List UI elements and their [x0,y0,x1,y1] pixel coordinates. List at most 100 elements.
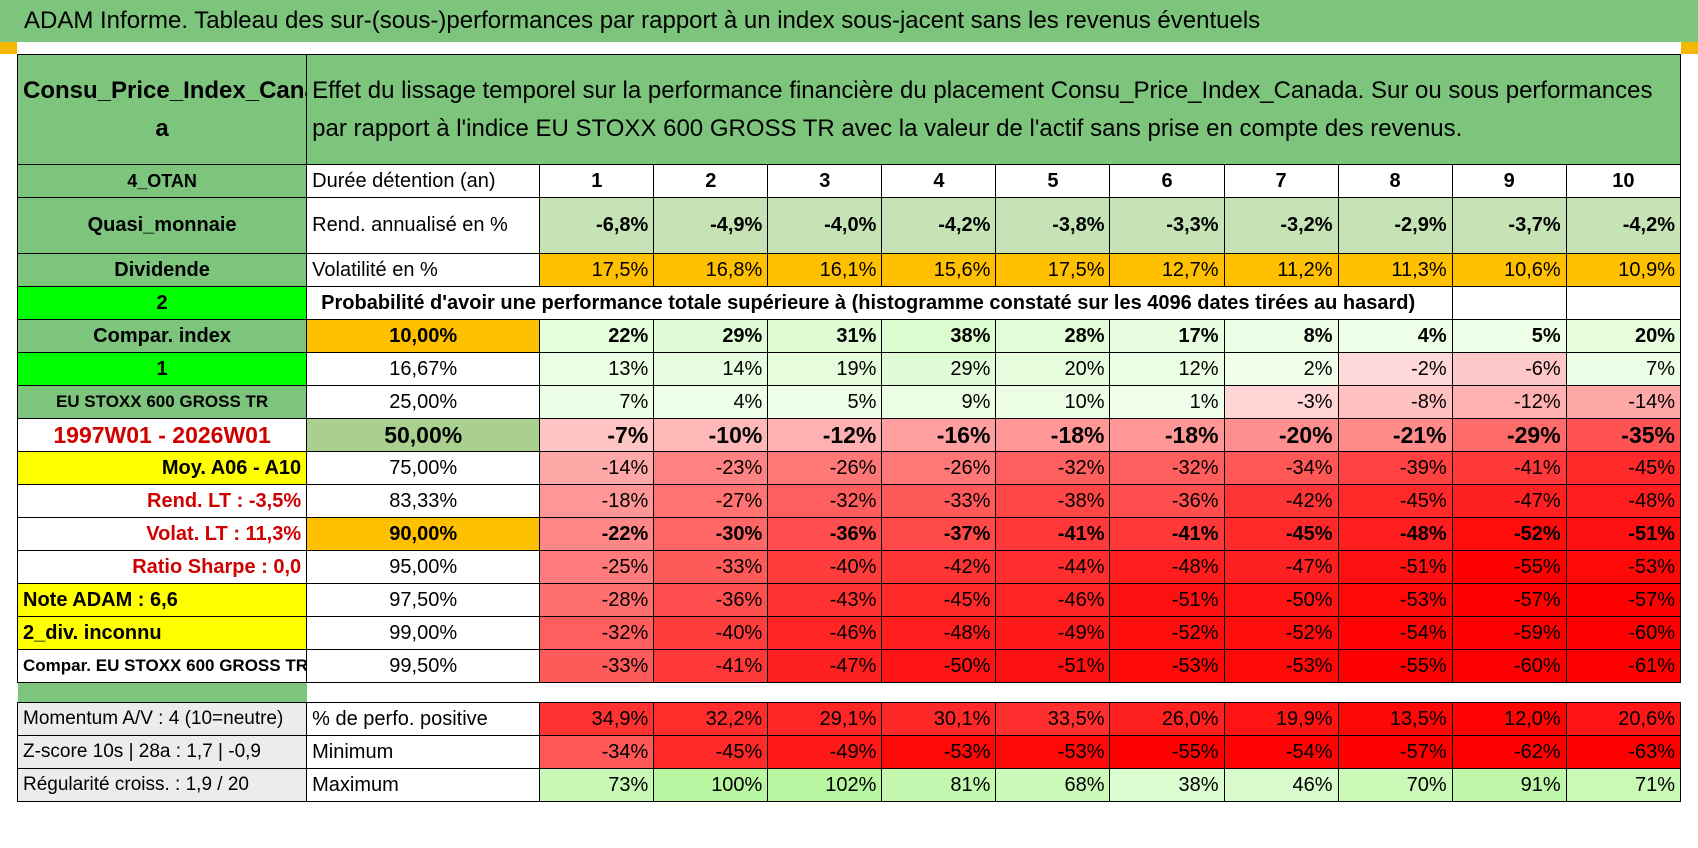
table-row: Consu_Price_Index_Canad a Effet du lissag… [16,54,1681,165]
performance-cell: -8% [1337,385,1453,419]
stat-cell: 46% [1223,768,1339,802]
performance-cell: -48% [1109,550,1225,584]
performance-cell: -32% [767,484,883,518]
volatility-cell: 11,3% [1337,253,1453,287]
performance-cell: -42% [881,550,997,584]
stat-cell: 32,2% [653,702,769,736]
spacer [1566,683,1680,703]
performance-cell: 17% [1109,319,1225,353]
performance-cell: 19% [767,352,883,386]
volatility-cell: 10,9% [1565,253,1682,287]
performance-cell: -32% [539,616,655,650]
side-label: Moy. A06 - A10 [16,451,308,485]
performance-cell: -10% [653,418,769,452]
year-header: 2 [653,164,769,198]
performance-cell: 1% [1109,385,1225,419]
table-row: 4_OTAN Durée détention (an) 1 2 3 4 5 6 7 8 9 10 [16,164,1682,198]
performance-cell: 2% [1223,352,1339,386]
performance-cell: -33% [653,550,769,584]
percentile-cell: 10,00% [306,319,541,353]
year-header: 7 [1223,164,1339,198]
performance-cell: -51% [1109,583,1225,617]
performance-cell: -52% [1451,517,1567,551]
performance-cell: 22% [539,319,655,353]
performance-cell: -40% [767,550,883,584]
performance-cell: -47% [1451,484,1567,518]
asset-name: Consu_Price_Index_Canad a [16,54,308,165]
performance-cell: -23% [653,451,769,485]
performance-cell: -49% [995,616,1111,650]
performance-cell: -46% [995,583,1111,617]
stat-cell: -63% [1565,735,1682,769]
side-label: EU STOXX 600 GROSS TR [16,385,308,419]
annual-return-cell: -4,2% [1565,197,1682,254]
performance-cell: -39% [1337,451,1453,485]
performance-cell: -22% [539,517,655,551]
side-label: 1997W01 - 2026W01 [16,418,308,452]
stat-cell: 34,9% [539,702,655,736]
stat-cell: 68% [995,768,1111,802]
performance-cell: -53% [1223,649,1339,683]
spacer [1110,683,1224,703]
performance-cell: -47% [767,649,883,683]
performance-cell: 12% [1109,352,1225,386]
performance-cell: -52% [1223,616,1339,650]
spacer [768,683,882,703]
stat-side-label: Momentum A/V : 4 (10=neutre) [16,702,308,736]
annual-return-cell: -6,8% [539,197,655,254]
stat-side-label: Z-score 10s | 28a : 1,7 | -0,9 [16,735,308,769]
side-label: Volat. LT : 11,3% [16,517,308,551]
annual-return-cell: -2,9% [1337,197,1453,254]
spacer [882,683,996,703]
stat-cell: 91% [1451,768,1567,802]
annual-return-cell: -3,3% [1109,197,1225,254]
stat-cell: -53% [995,735,1111,769]
performance-cell: -35% [1565,418,1682,452]
volatility-cell: 10,6% [1451,253,1567,287]
percentile-cell: 95,00% [306,550,541,584]
annual-return-cell: -3,7% [1451,197,1567,254]
performance-table: Consu_Price_Index_Canad a Effet du lissag… [16,54,1682,802]
dividend-label: Dividende [16,253,308,287]
volatility-cell: 11,2% [1223,253,1339,287]
performance-cell: -57% [1565,583,1682,617]
report-title: ADAM Informe. Tableau des sur-(sous-)per… [0,0,1698,42]
year-header: 9 [1451,164,1567,198]
volatility-cell: 12,7% [1109,253,1225,287]
percentile-cell: 97,50% [306,583,541,617]
table-row: Momentum A/V : 4 (10=neutre)% de perfo. … [16,702,1682,736]
table-row: Compar. index 10,00% 22% 29% 31% 38% 28% 17% 8% 4… [16,319,1682,353]
stat-cell: 26,0% [1109,702,1225,736]
performance-cell: -46% [767,616,883,650]
performance-cell: -41% [1451,451,1567,485]
right-edge-marker [1681,42,1698,54]
performance-cell: -27% [653,484,769,518]
annual-return-cell: -4,2% [881,197,997,254]
performance-cell: -18% [995,418,1111,452]
performance-cell: -6% [1451,352,1567,386]
performance-cell: -55% [1451,550,1567,584]
performance-cell: -41% [1109,517,1225,551]
performance-cell: -20% [1223,418,1339,452]
year-header: 6 [1109,164,1225,198]
stat-cell: 71% [1565,768,1682,802]
stat-cell: 100% [653,768,769,802]
performance-cell: -33% [881,484,997,518]
performance-cell: -50% [881,649,997,683]
performance-cell: -41% [653,649,769,683]
performance-cell: -55% [1337,649,1453,683]
table-row: Rend. LT : -3,5% 83,33% -18% -27% -32% -33% -3… [16,484,1682,518]
table-row: 1997W01 - 2026W01 50,00% -7% -10% -12% -16% -1… [16,418,1682,452]
performance-cell: -44% [995,550,1111,584]
performance-cell: 14% [653,352,769,386]
year-header: 4 [881,164,997,198]
performance-cell: 7% [539,385,655,419]
performance-cell: -60% [1565,616,1682,650]
performance-cell: -51% [1565,517,1682,551]
stat-cell: 20,6% [1565,702,1682,736]
stat-cell: 12,0% [1451,702,1567,736]
performance-cell: -29% [1451,418,1567,452]
spacer [17,682,307,703]
performance-cell: -12% [767,418,883,452]
year-header: 1 [539,164,655,198]
